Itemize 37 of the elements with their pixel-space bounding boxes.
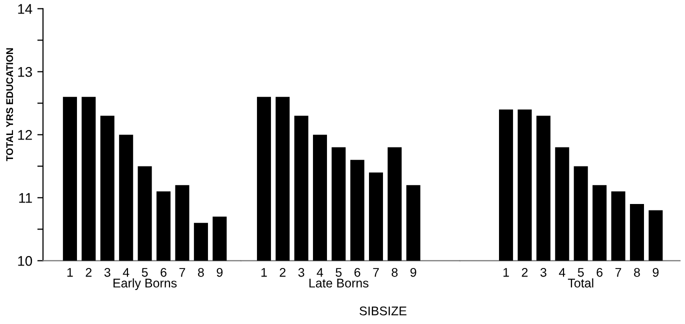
x-tick-label: 9 [652,268,659,277]
x-tick-label: 8 [392,268,398,277]
x-tick-label: 8 [634,268,640,277]
y-axis-title: TOTAL YRS EDUCATION [6,48,14,162]
x-tick-label: 5 [336,268,342,277]
x-tick-label: 6 [160,268,166,277]
x-tick-label: 6 [596,268,602,277]
x-axis-title: Late Borns [309,278,368,288]
y-tick-label: 14 [18,4,32,14]
x-axis-title: Total [568,278,594,288]
x-tick-label: 5 [142,268,148,277]
x-tick-label: 2 [280,268,286,277]
x-tick-label: 7 [615,268,622,277]
x-tick-label: 5 [578,268,584,277]
x-axis-title: Early Borns [114,278,177,290]
x-tick-label: 6 [354,268,360,277]
x-tick-label: 4 [316,268,324,277]
y-tick-label: 11 [19,193,32,203]
x-tick-label: 7 [373,268,379,277]
x-tick-label: 7 [179,268,186,277]
text: SIBSIZE [360,306,406,316]
x-tick-label: 2 [522,268,528,277]
x-tick-label: 3 [298,268,304,277]
y-tick-label: 10 [18,256,32,266]
x-tick-label: 3 [540,268,546,277]
x-tick-label: 2 [86,268,92,277]
x-tick-label: 1 [504,268,509,277]
y-tick-label: 12 [18,130,32,140]
x-tick-label: 1 [261,268,267,277]
x-tick-label: 3 [104,268,110,277]
x-tick-label: 1 [67,268,73,277]
x-tick-label: 8 [198,268,204,277]
x-tick-label: 9 [410,268,416,277]
y-tick-label: 13 [18,67,32,77]
x-tick-label: 4 [558,268,566,277]
x-tick-label: 9 [216,268,223,277]
x-tick-label: 4 [122,268,130,277]
